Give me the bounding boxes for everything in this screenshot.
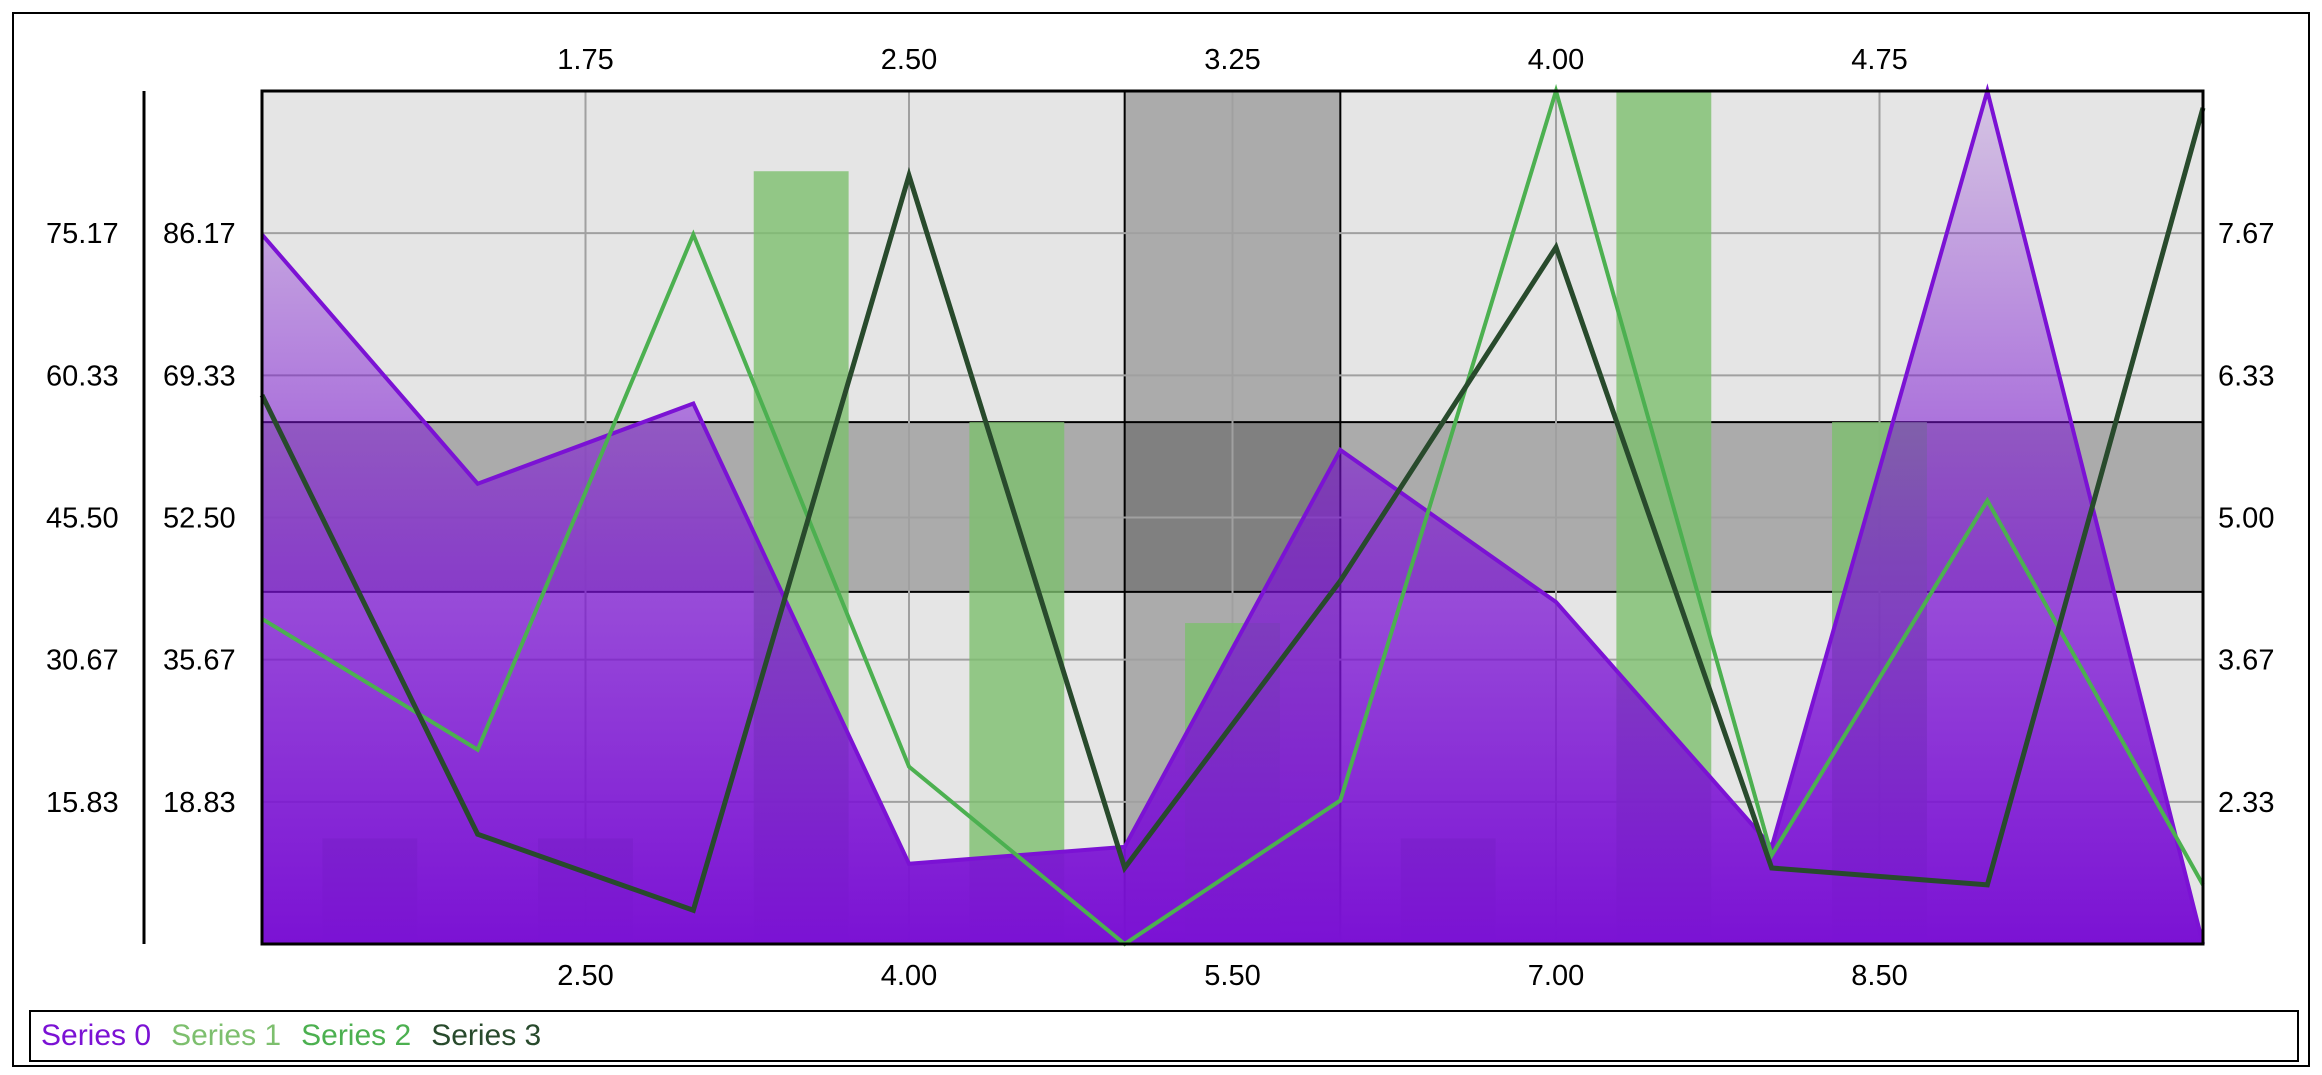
y-outer-left-tick-label: 30.67 bbox=[46, 645, 119, 677]
outer-frame bbox=[12, 12, 2310, 1067]
x-bottom-tick-label: 2.50 bbox=[557, 960, 613, 992]
y-right-tick-label: 6.33 bbox=[2218, 360, 2274, 392]
legend-series-1: Series 1 bbox=[171, 1019, 282, 1052]
y-left-tick-label: 69.33 bbox=[163, 360, 236, 392]
y-left-tick-label: 52.50 bbox=[163, 503, 236, 535]
y-right-tick-label: 5.00 bbox=[2218, 503, 2274, 535]
y-outer-left-tick-label: 45.50 bbox=[46, 503, 119, 535]
y-right-tick-label: 3.67 bbox=[2218, 645, 2274, 677]
y-right-tick-label: 2.33 bbox=[2218, 787, 2274, 819]
x-bottom-tick-label: 5.50 bbox=[1204, 960, 1260, 992]
legend-series-0: Series 0 bbox=[41, 1019, 152, 1052]
x-bottom-tick-label: 8.50 bbox=[1851, 960, 1907, 992]
legend-series-3: Series 3 bbox=[431, 1019, 542, 1052]
y-outer-left-tick-label: 60.33 bbox=[46, 360, 119, 392]
plot-border bbox=[260, 89, 2205, 946]
x-bottom-tick-label: 4.00 bbox=[881, 960, 937, 992]
y-outer-left-tick-label: 75.17 bbox=[46, 218, 119, 250]
x-bottom-tick-label: 7.00 bbox=[1528, 960, 1584, 992]
y-left-tick-label: 18.83 bbox=[163, 787, 236, 819]
y-left-tick-label: 35.67 bbox=[163, 645, 236, 677]
legend: Series 0 Series 1 Series 2 Series 3 bbox=[29, 1010, 2299, 1062]
x-top-tick-label: 4.00 bbox=[1528, 44, 1584, 76]
x-top-tick-label: 3.25 bbox=[1204, 44, 1260, 76]
y-left-tick-label: 86.17 bbox=[163, 218, 236, 250]
x-top-tick-label: 4.75 bbox=[1851, 44, 1907, 76]
y-outer-left-tick-label: 15.83 bbox=[46, 787, 119, 819]
line-series-3 bbox=[259, 107, 2206, 914]
x-top-tick-label: 1.75 bbox=[557, 44, 613, 76]
legend-series-2: Series 2 bbox=[301, 1019, 412, 1052]
area-line-series-0 bbox=[260, 83, 2205, 945]
x-top-tick-label: 2.50 bbox=[881, 44, 937, 76]
y-right-tick-label: 7.67 bbox=[2218, 218, 2274, 250]
line-series-2 bbox=[260, 83, 2205, 947]
